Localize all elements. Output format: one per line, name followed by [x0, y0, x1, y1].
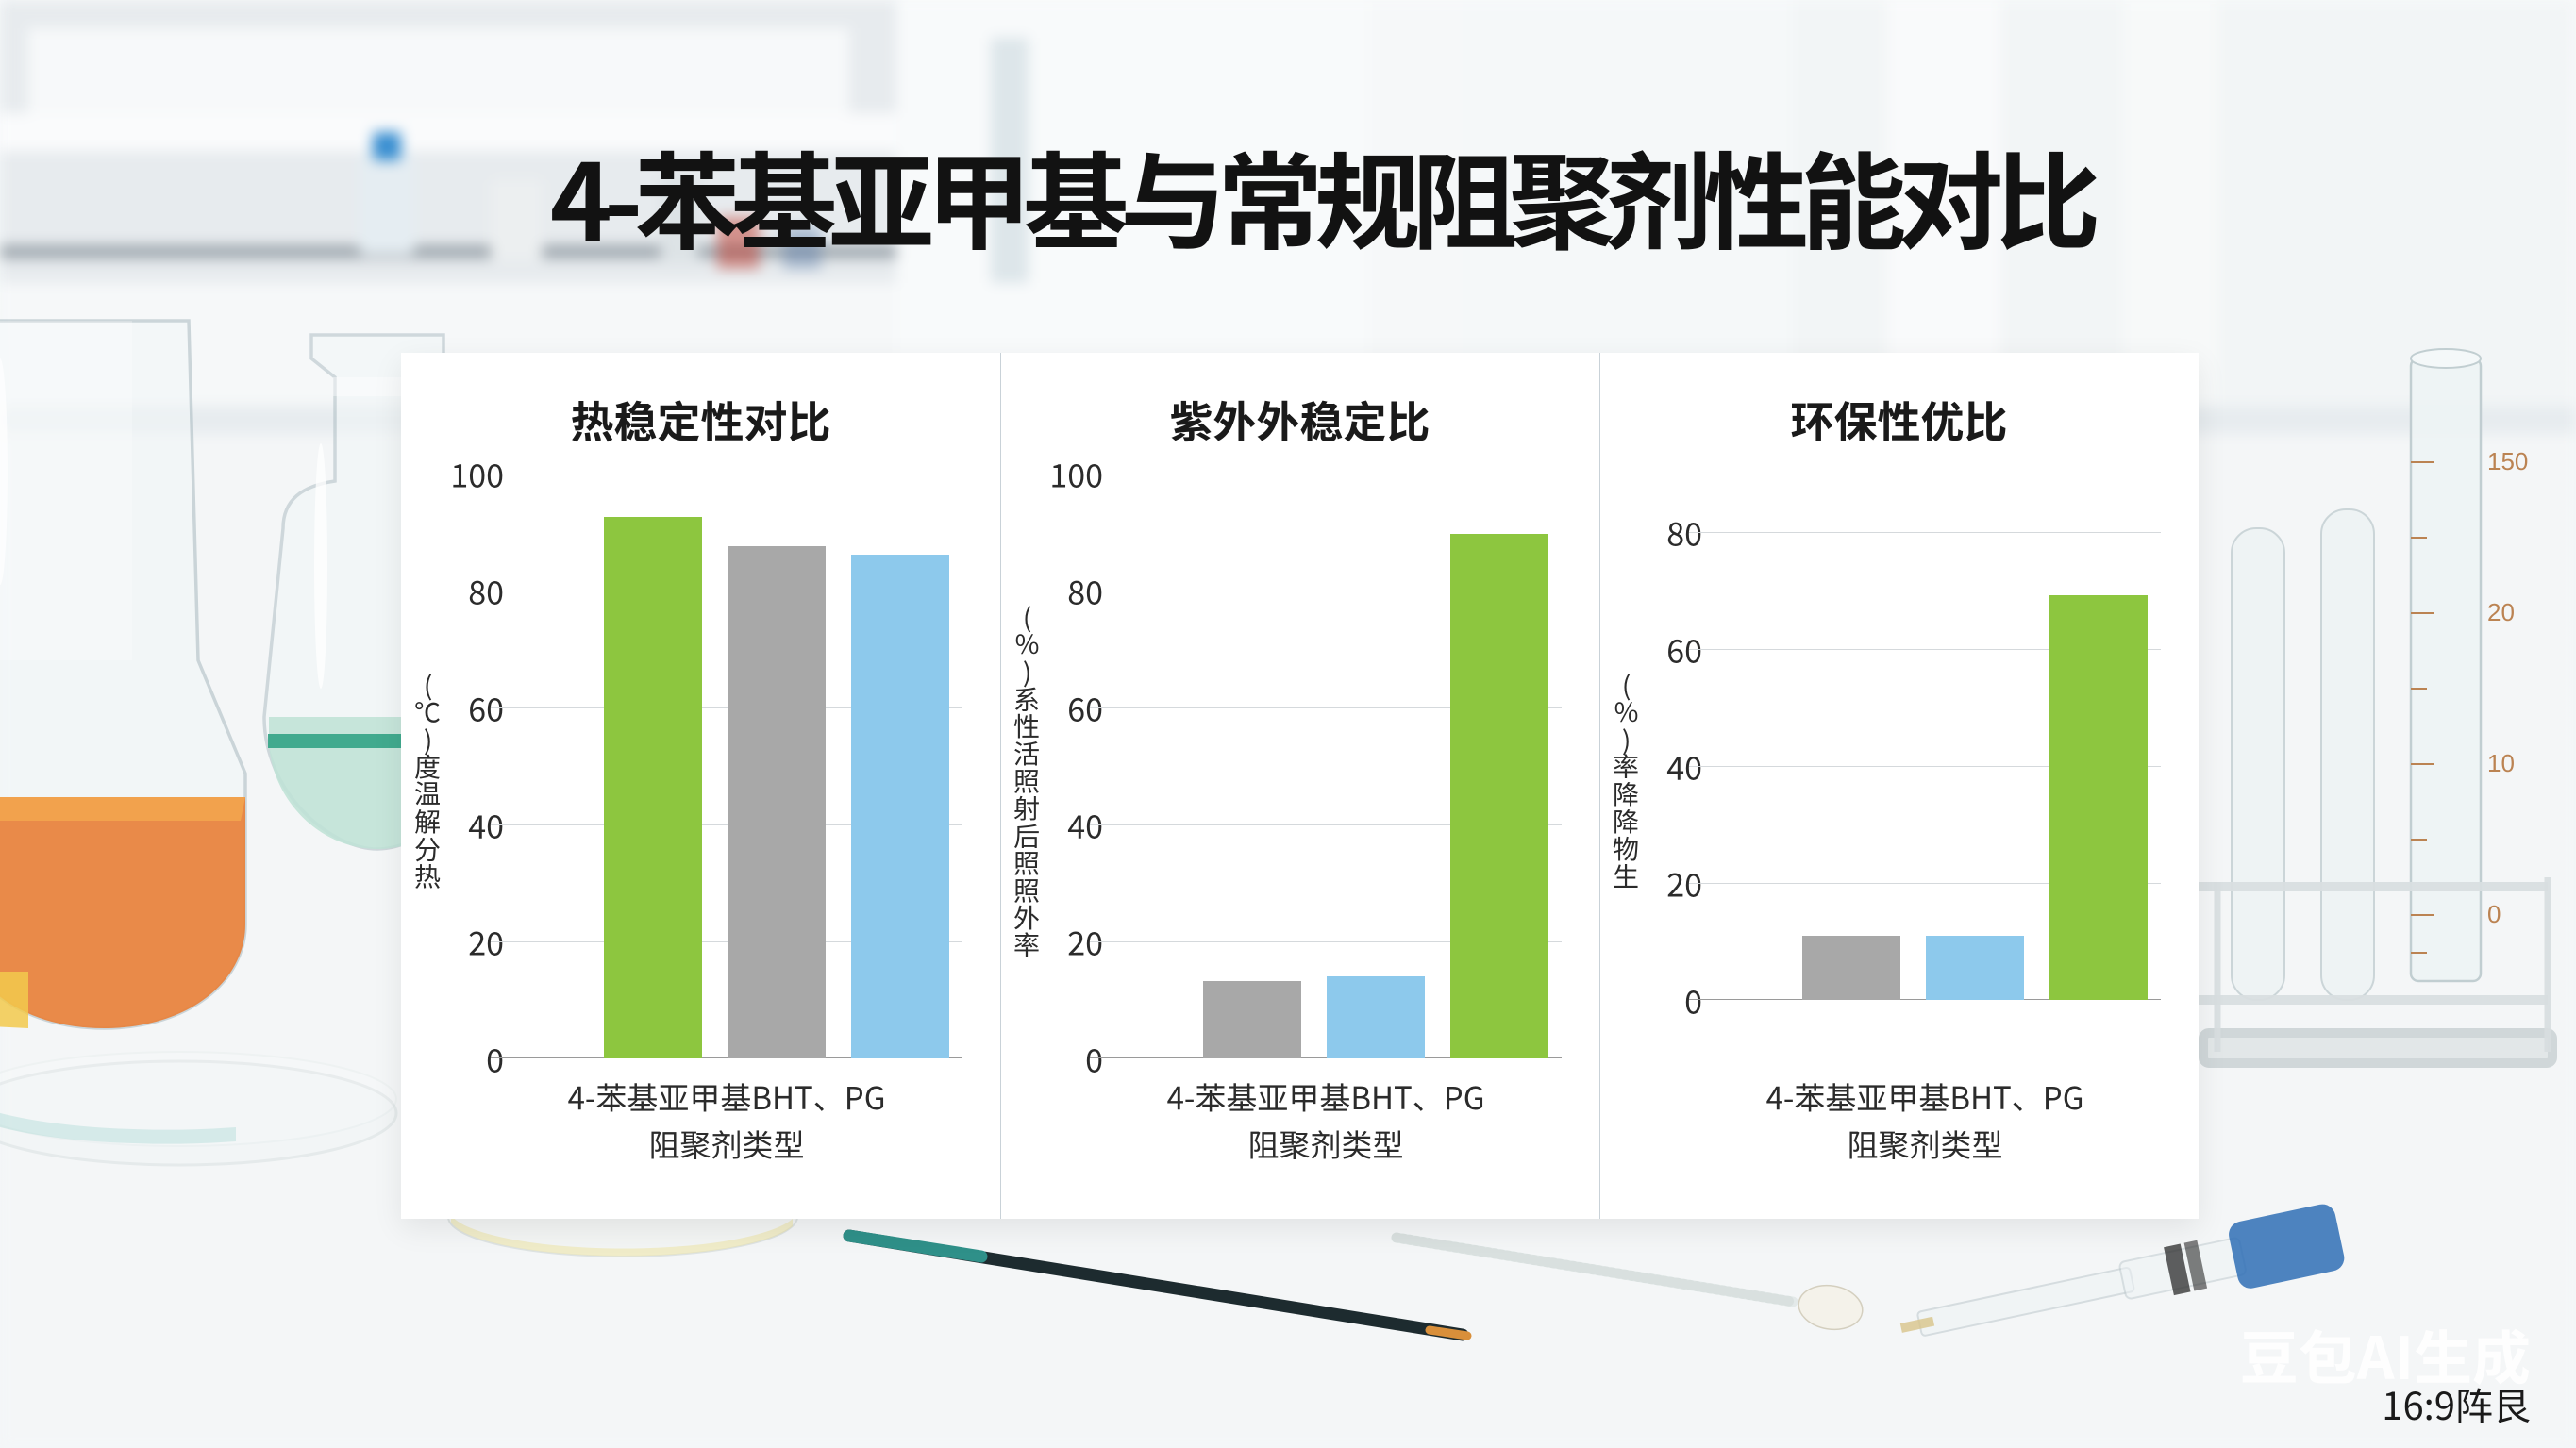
svg-text:150: 150: [2487, 447, 2528, 475]
svg-text:0: 0: [2487, 900, 2501, 928]
svg-text:20: 20: [2487, 598, 2515, 626]
svg-text:10: 10: [2487, 749, 2515, 777]
